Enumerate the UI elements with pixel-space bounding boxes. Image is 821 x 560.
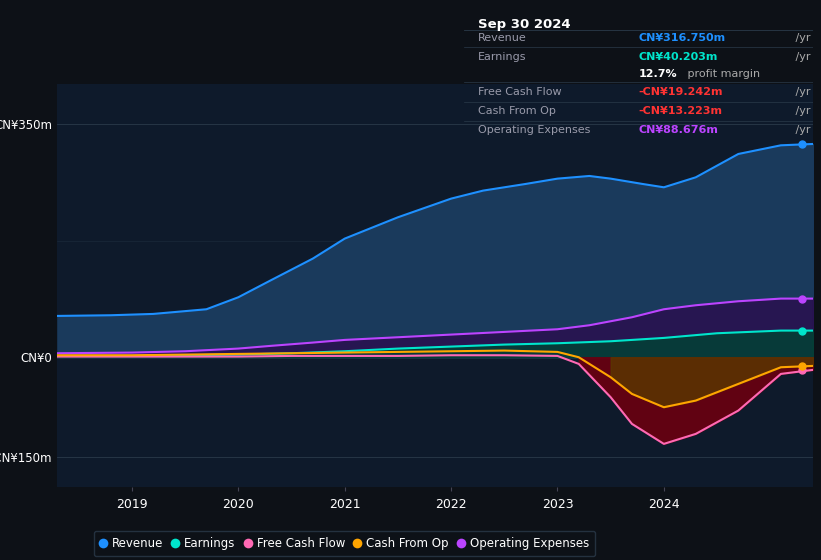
Text: CN¥316.750m: CN¥316.750m [639,33,726,43]
Text: -CN¥19.242m: -CN¥19.242m [639,87,722,97]
Text: /yr: /yr [791,106,810,116]
Text: /yr: /yr [791,33,810,43]
Text: Cash From Op: Cash From Op [478,106,556,116]
Legend: Revenue, Earnings, Free Cash Flow, Cash From Op, Operating Expenses: Revenue, Earnings, Free Cash Flow, Cash … [94,531,595,556]
Text: Revenue: Revenue [478,33,526,43]
Text: profit margin: profit margin [684,69,759,79]
Text: -CN¥13.223m: -CN¥13.223m [639,106,722,116]
Text: CN¥88.676m: CN¥88.676m [639,125,718,135]
Text: Sep 30 2024: Sep 30 2024 [478,18,571,31]
Text: /yr: /yr [791,87,810,97]
Text: Operating Expenses: Operating Expenses [478,125,590,135]
Text: 12.7%: 12.7% [639,69,677,79]
Text: CN¥40.203m: CN¥40.203m [639,52,718,62]
Text: Earnings: Earnings [478,52,526,62]
Text: /yr: /yr [791,52,810,62]
Text: Free Cash Flow: Free Cash Flow [478,87,562,97]
Text: /yr: /yr [791,125,810,135]
